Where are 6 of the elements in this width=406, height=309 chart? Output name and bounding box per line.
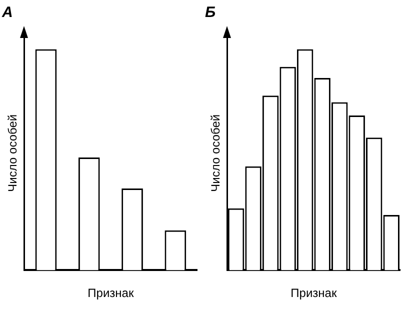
y-axis-title: Число особей <box>208 114 223 192</box>
y-axis-title: Число особей <box>6 114 20 192</box>
x-axis-title: Признак <box>88 286 134 300</box>
x-axis-title: Признак <box>290 286 338 300</box>
chart-title: Б <box>205 4 216 22</box>
chart-title: А <box>1 4 13 22</box>
